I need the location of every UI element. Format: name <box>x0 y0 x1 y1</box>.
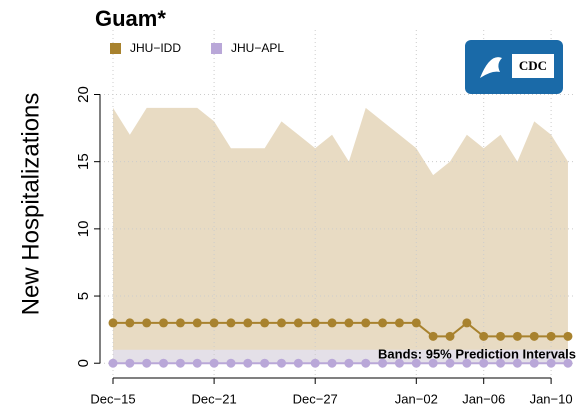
y-tick-label: 15 <box>75 153 92 170</box>
point <box>445 331 455 341</box>
point <box>411 318 421 328</box>
point <box>361 318 371 328</box>
point <box>344 358 354 368</box>
point <box>108 318 118 328</box>
point <box>411 358 421 368</box>
point <box>479 331 489 341</box>
point <box>546 358 556 368</box>
x-tick-label: Dec−15 <box>90 391 135 406</box>
point <box>277 318 286 328</box>
point <box>428 358 438 368</box>
legend-label: JHU−IDD <box>130 41 181 55</box>
point <box>529 331 539 341</box>
point <box>310 358 320 368</box>
point <box>243 318 253 328</box>
point <box>344 318 354 328</box>
point <box>125 358 135 368</box>
point <box>546 331 556 341</box>
y-tick-label: 0 <box>75 359 92 367</box>
point <box>209 318 219 328</box>
x-tick-label: Jan−02 <box>395 391 438 406</box>
point <box>529 358 539 368</box>
point <box>378 358 388 368</box>
point <box>445 358 455 368</box>
x-tick-label: Jan−06 <box>462 391 505 406</box>
point <box>428 331 438 341</box>
point <box>159 318 169 328</box>
point <box>563 358 573 368</box>
point <box>462 318 472 328</box>
legend-swatch <box>211 43 223 54</box>
y-tick-label: 10 <box>75 221 92 238</box>
x-tick-label: Dec−21 <box>192 391 237 406</box>
point <box>159 358 169 368</box>
point <box>512 358 522 368</box>
point <box>175 358 185 368</box>
point <box>479 358 489 368</box>
point <box>175 318 185 328</box>
y-axis-label: New Hospitalizations <box>17 93 44 316</box>
point <box>293 358 303 368</box>
legend-label: JHU−APL <box>231 41 284 55</box>
point <box>394 318 404 328</box>
point <box>378 318 388 328</box>
point <box>394 358 404 368</box>
point <box>260 358 270 368</box>
annotation: Bands: 95% Prediction Intervals <box>378 346 576 361</box>
point <box>496 358 506 368</box>
point <box>125 318 135 328</box>
point <box>327 318 337 328</box>
point <box>361 358 371 368</box>
point <box>563 331 573 341</box>
point <box>462 358 472 368</box>
prediction-band <box>113 107 568 364</box>
point <box>142 318 152 328</box>
x-tick-label: Jan−10 <box>530 391 573 406</box>
point <box>277 358 286 368</box>
point <box>226 318 236 328</box>
point <box>209 358 219 368</box>
point <box>192 358 202 368</box>
point <box>293 318 303 328</box>
point <box>310 318 320 328</box>
x-tick-label: Dec−27 <box>293 391 338 406</box>
point <box>327 358 337 368</box>
point <box>142 358 152 368</box>
point <box>243 358 253 368</box>
series-line <box>113 321 568 338</box>
cdc-logo: CDC <box>465 40 563 94</box>
chart-title: Guam* <box>95 6 166 31</box>
svg-text:CDC: CDC <box>519 58 547 73</box>
point <box>496 331 506 341</box>
point <box>226 358 236 368</box>
legend-swatch <box>110 43 121 54</box>
prediction-band <box>113 349 568 364</box>
point <box>108 358 118 368</box>
point <box>512 331 522 341</box>
y-tick-label: 20 <box>75 86 92 103</box>
y-tick-label: 5 <box>75 292 92 300</box>
point <box>192 318 202 328</box>
point <box>260 318 270 328</box>
